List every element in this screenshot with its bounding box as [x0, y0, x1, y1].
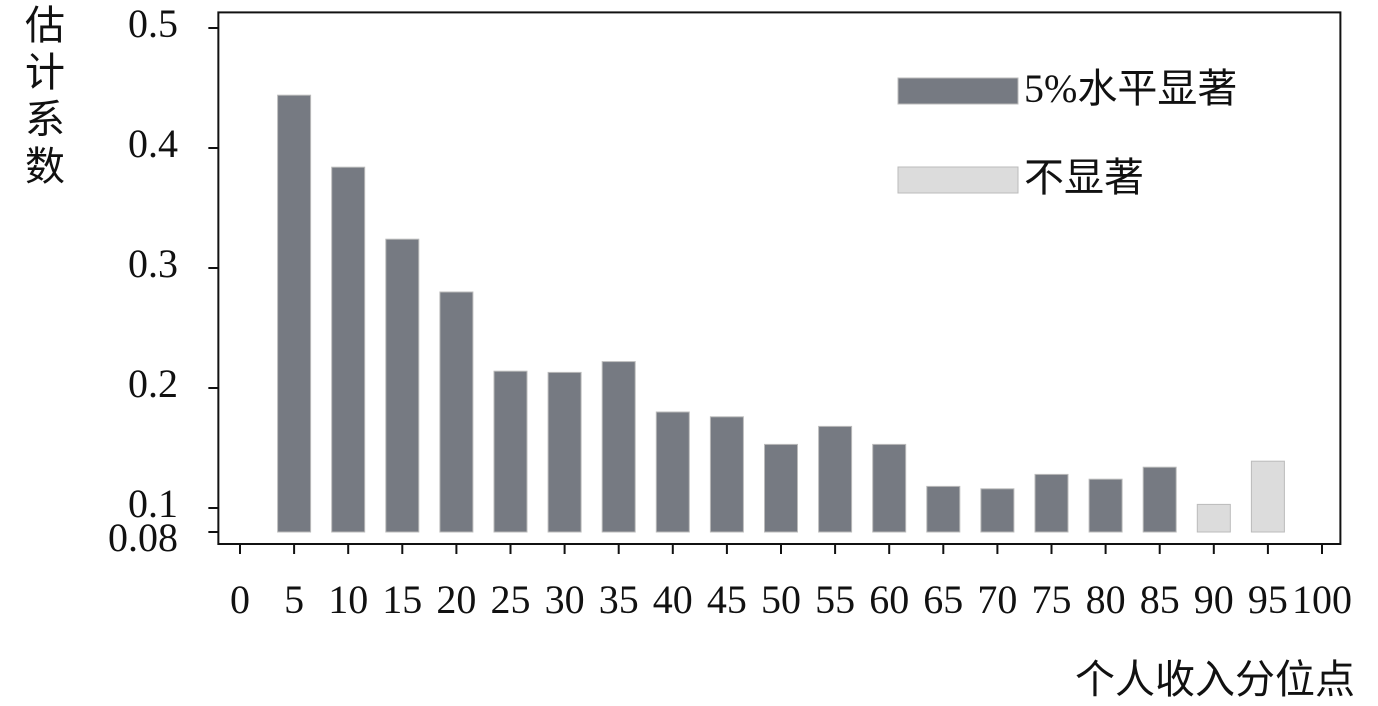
x-tick-label: 85	[1140, 577, 1180, 622]
legend-label: 不显著	[1024, 155, 1144, 200]
bar	[331, 166, 366, 533]
x-tick-label: 60	[869, 577, 909, 622]
x-tick-label: 10	[328, 577, 368, 622]
y-tick-label: 0.08	[108, 515, 178, 560]
x-axis-title: 个人收入分位点	[1075, 657, 1355, 702]
bar	[1034, 473, 1069, 533]
bar	[277, 94, 312, 533]
x-tick-label: 50	[761, 577, 801, 622]
x-tick-label: 70	[977, 577, 1017, 622]
bar	[547, 371, 582, 533]
x-tick-label: 40	[653, 577, 693, 622]
plot-frame	[217, 11, 1342, 545]
x-tick-label: 45	[707, 577, 747, 622]
bar	[601, 361, 636, 533]
y-tick-label: 0.1	[128, 481, 178, 526]
x-tick-label: 5	[284, 577, 304, 622]
bar	[493, 370, 528, 533]
bar	[709, 416, 744, 533]
x-tick-label: 30	[545, 577, 585, 622]
bar	[980, 488, 1015, 533]
x-tick-label: 75	[1032, 577, 1072, 622]
bar	[926, 485, 961, 533]
x-tick-label: 25	[491, 577, 531, 622]
x-tick-label: 80	[1086, 577, 1126, 622]
bar	[655, 411, 690, 533]
x-tick-label: 100	[1292, 577, 1352, 622]
y-tick-label: 0.4	[128, 121, 178, 166]
x-tick-label: 95	[1248, 577, 1288, 622]
y-tick-label: 0.2	[128, 361, 178, 406]
y-axis-title: 估计系数	[25, 3, 65, 189]
bar	[1088, 478, 1123, 533]
bar	[872, 443, 907, 533]
x-tick-label: 55	[815, 577, 855, 622]
x-tick-label: 15	[382, 577, 422, 622]
bar	[1250, 460, 1285, 533]
x-tick-label: 0	[230, 577, 250, 622]
bar	[818, 425, 853, 533]
y-tick-label: 0.5	[128, 1, 178, 46]
legend-label: 5%水平显著	[1024, 66, 1237, 111]
bar	[764, 443, 798, 533]
legend-swatch	[897, 166, 1019, 194]
bar	[1196, 503, 1231, 533]
bar	[1142, 466, 1177, 533]
bar	[385, 238, 420, 533]
x-tick-label: 20	[436, 577, 476, 622]
x-tick-label: 65	[923, 577, 963, 622]
x-tick-label: 90	[1194, 577, 1234, 622]
x-tick-label: 35	[599, 577, 639, 622]
bar	[439, 291, 474, 533]
legend-swatch	[897, 77, 1019, 105]
y-tick-label: 0.3	[128, 241, 178, 286]
